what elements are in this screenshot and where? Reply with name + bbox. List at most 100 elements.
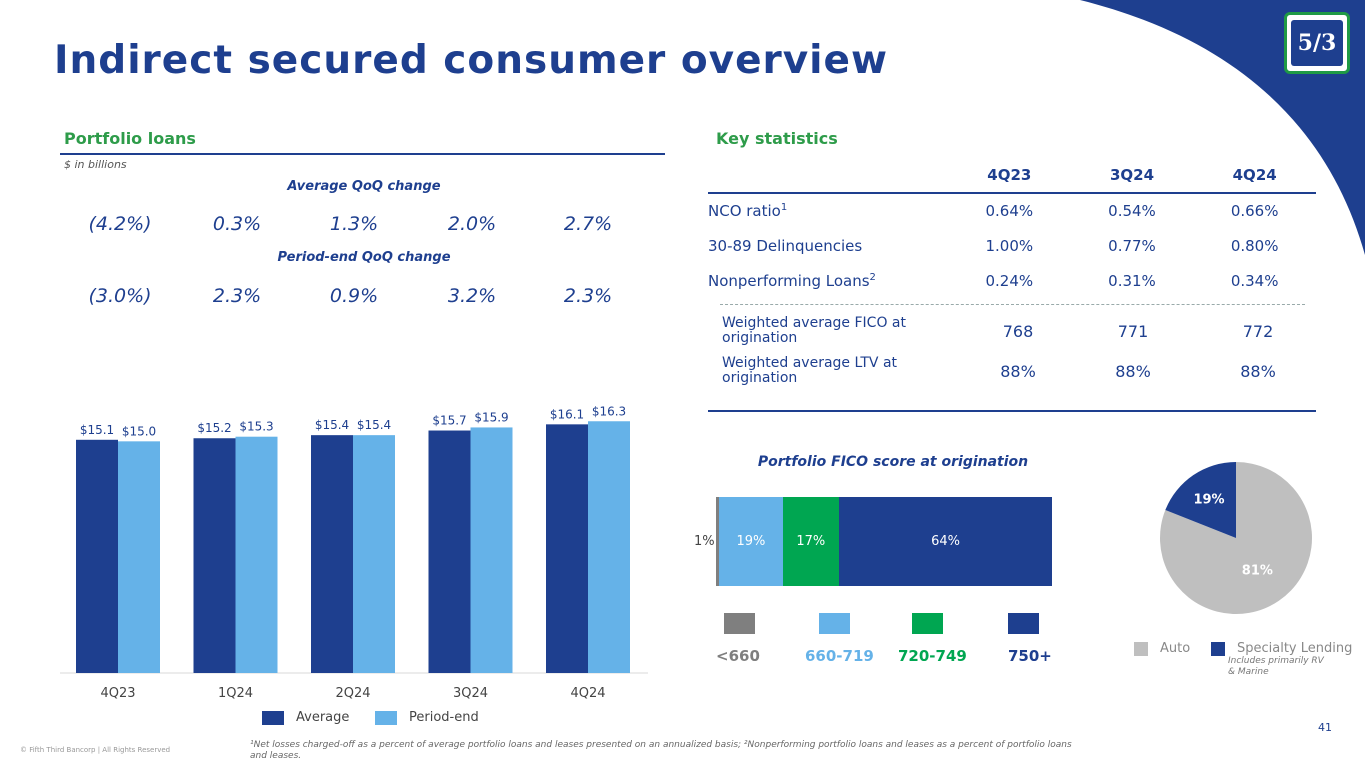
table-cell: 1.00% [985,236,1034,255]
table-cell: 0.80% [1230,236,1279,255]
column-header: 3Q24 [1070,157,1194,194]
fico-small-label: 1% [694,534,715,549]
x-tick-label: 1Q24 [218,686,253,701]
fico-segment--660 [716,497,720,586]
x-tick-label: 3Q24 [453,686,488,701]
bar-data-label: $15.3 [239,420,273,434]
table-cell: 0.24% [985,271,1034,290]
fico-legend-swatch-750plus [1008,613,1039,634]
avg-change-value: 2.7% [563,213,613,235]
pie-legend-auto: Auto [1134,641,1190,656]
units-note: $ in billions [64,158,127,171]
table-row: Nonperforming Loans2 0.24% 0.31% 0.34% [708,263,1316,298]
pie-legend-swatch-auto [1134,641,1148,656]
fifth-third-logo: 5/3 [1284,12,1350,74]
fico-legend-label: 720-749 [898,647,967,665]
fico-legend-swatch-720-749 [912,613,943,634]
column-header: 4Q23 [948,157,1071,194]
bar-period-end [118,441,160,673]
pie-legend-label-specialty: Specialty Lending [1237,641,1353,656]
portfolio-heading: Portfolio loans [64,129,196,148]
row-label: Weighted average FICO at origination [722,315,906,346]
bar-period-end [235,436,278,673]
table-cell: 768 [1002,322,1034,341]
avg-change-value: (4.2%) [88,213,152,235]
row-label: Weighted average LTV at origination [722,355,898,386]
pie-legend-swatch-specialty [1211,641,1225,656]
table-row: Weighted average LTV at origination 88% … [708,352,1316,392]
bar-data-label: $16.3 [592,404,626,418]
pie-legend-label-auto: Auto [1160,641,1191,656]
legend-period-end: Period-end [375,710,479,725]
bar-average [311,435,353,673]
row-label: 30-89 Delinquencies [708,228,948,263]
bar-average [546,424,588,673]
logo-text: 5/3 [1291,20,1343,66]
bar-data-label: $15.2 [197,421,231,435]
fico-legend-swatch-660-719 [819,613,850,634]
bar-period-end [470,427,513,673]
fico-legend-label: 750+ [1008,647,1052,665]
table-row: 30-89 Delinquencies 1.00% 0.77% 0.80% [708,228,1316,263]
x-tick-label: 4Q24 [570,686,605,701]
row-label: NCO ratio1 [708,193,948,228]
table-cell: 772 [1242,322,1274,341]
fico-segment-720-749: 17% [782,497,840,586]
fico-legend-label: <660 [716,647,760,665]
x-tick-label: 2Q24 [335,686,370,701]
pe-change-value: 2.3% [212,285,262,307]
pie-slice-label: 19% [1193,492,1224,507]
pie-slice-label: 81% [1242,563,1273,578]
bar-average [428,430,471,673]
column-header: 4Q24 [1193,157,1316,194]
pie-legend-specialty: Specialty Lending [1211,641,1352,656]
legend-swatch-average [262,710,284,725]
table-cell: 0.34% [1230,271,1279,290]
pe-change-value: 3.2% [447,285,497,307]
key-stats-heading: Key statistics [716,129,838,148]
origination-stats: Weighted average FICO at origination 768… [708,312,1316,392]
fico-legend-label: 660-719 [805,647,874,665]
avg-change-value: 2.0% [447,213,497,235]
pe-change-title: Period-end QoQ change [277,250,451,265]
header-spacer [708,157,948,194]
dashed-divider [720,304,1305,305]
bar-data-label: $16.1 [550,407,584,421]
table-header-row: 4Q23 3Q24 4Q24 [708,157,1316,194]
row-label-text: NCO ratio [708,202,781,220]
bar-data-label: $15.1 [80,423,114,437]
bar-data-label: $15.9 [474,410,508,424]
table-cell: 0.64% [985,202,1034,220]
bar-average [76,439,118,673]
fico-chart-title: Portfolio FICO score at origination [757,454,1029,470]
table-cell: 0.66% [1230,202,1279,220]
row-label-text: Nonperforming Loans [708,271,870,290]
portfolio-loans-chart: $15.1 $15.0 4Q23 $15.2 $15.3 1Q24 $15.4 $15.4 2Q… [60,404,648,701]
auto-specialty-pie: 81% 19% [1160,462,1312,614]
avg-change-value: 1.3% [329,213,379,235]
bar-data-label: $15.7 [432,414,466,428]
footnote-marker: 1 [780,202,788,213]
fico-segment-750-: 64% [839,497,1052,586]
bar-average [193,438,236,673]
row-label-text: 30-89 Delinquencies [708,236,863,255]
page-title: Indirect secured consumer overview [54,38,889,83]
pe-change-value: (3.0%) [88,285,152,307]
avg-change-value: 0.3% [212,213,262,235]
pe-change-value: 0.9% [329,285,379,307]
x-tick-label: 4Q23 [100,686,135,701]
key-stats-table: 4Q23 3Q24 4Q24 NCO ratio1 0.64% 0.54% 0.… [708,157,1316,298]
pe-change-value: 2.3% [563,285,613,307]
portfolio-rule [60,153,665,155]
table-row: NCO ratio1 0.64% 0.54% 0.66% [708,193,1316,228]
fico-legend-swatch-lt660 [724,613,755,634]
table-row: Weighted average FICO at origination 768… [708,312,1316,352]
bar-data-label: $15.0 [122,424,156,438]
table-cell: 88% [1000,362,1036,381]
bar-period-end [588,421,630,673]
row-label: Nonperforming Loans2 [708,263,948,298]
legend-average: Average [262,710,349,725]
footnote-marker: 2 [869,271,876,283]
bar-data-label: $15.4 [357,418,391,432]
